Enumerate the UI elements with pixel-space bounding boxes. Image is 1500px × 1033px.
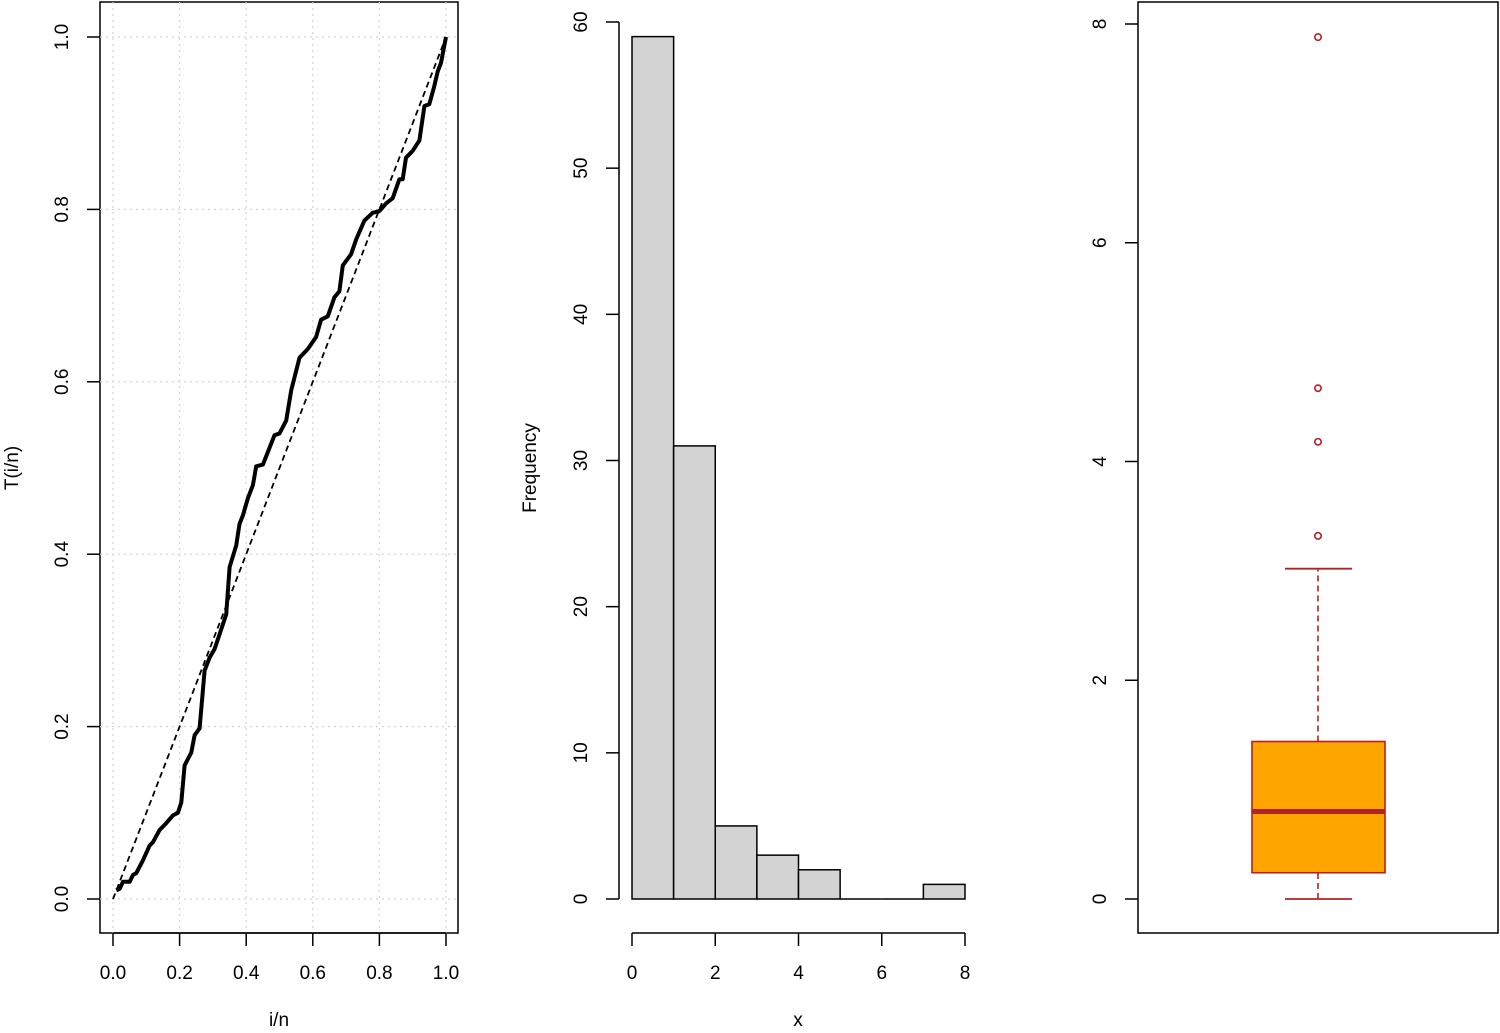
lorenz-y-axis-label: T(i/n) — [2, 446, 23, 490]
histogram-x-axis-label: x — [793, 1010, 803, 1031]
histogram-bar — [756, 854, 800, 900]
histogram-bar — [714, 825, 758, 900]
histogram-y-tick-label: 10 — [571, 742, 592, 763]
histogram-x-tick-label: 8 — [960, 963, 971, 984]
histogram-y-axis: 0 10 20 30 40 50 60 — [571, 11, 620, 905]
lorenz-equality-line — [112, 36, 447, 900]
histogram-x-tick-label: 0 — [627, 963, 638, 984]
lorenz-x-tick-label: 0.6 — [300, 963, 326, 984]
lorenz-x-tick-label: 0.0 — [100, 963, 126, 984]
lorenz-x-tick-label: 0.2 — [166, 963, 192, 984]
histogram-bar — [922, 883, 966, 900]
histogram-y-tick-label: 0 — [571, 894, 592, 905]
lorenz-series — [112, 36, 448, 900]
histogram-bar — [631, 35, 675, 900]
histogram-y-axis-label: Frequency — [520, 423, 541, 513]
lorenz-y-tick-label: 0.2 — [52, 713, 73, 739]
histogram-x-axis: 0 2 4 6 8 — [627, 932, 971, 984]
lorenz-y-tick-label: 0.4 — [52, 541, 73, 568]
lorenz-y-tick-label: 0.8 — [52, 196, 73, 222]
histogram-x-tick-label: 4 — [793, 963, 804, 984]
boxplot-outlier-point — [1314, 384, 1323, 393]
histogram-panel: 0 2 4 6 8 0 10 20 30 40 50 60 x Frequency — [520, 11, 970, 1031]
histogram-bar — [672, 445, 716, 900]
boxplot-y-axis: 0 2 4 6 8 — [1090, 19, 1138, 905]
lorenz-x-axis: 0.0 0.2 0.4 0.6 0.8 1.0 — [100, 932, 459, 984]
histogram-y-tick-label: 40 — [571, 304, 592, 325]
boxplot-panel: 0 2 4 6 8 — [1090, 1, 1499, 934]
histogram-y-tick-label: 60 — [571, 11, 592, 32]
histogram-bar — [797, 869, 841, 900]
lorenz-x-axis-label: i/n — [269, 1010, 289, 1031]
lorenz-panel: 0.0 0.2 0.4 0.6 0.8 1.0 0.0 0.2 0.4 0.6 0.8 1.0 i/… — [2, 1, 459, 1031]
lorenz-y-axis: 0.0 0.2 0.4 0.6 0.8 1.0 — [52, 24, 100, 912]
lorenz-y-tick-label: 1.0 — [52, 24, 73, 50]
boxplot-y-tick-label: 4 — [1090, 456, 1111, 467]
boxplot-outlier-point — [1314, 33, 1323, 42]
histogram-y-tick-label: 30 — [571, 450, 592, 471]
lorenz-grid — [100, 2, 458, 933]
boxplot-y-tick-label: 2 — [1090, 675, 1111, 686]
lorenz-curve — [115, 36, 448, 893]
lorenz-y-tick-label: 0.6 — [52, 369, 73, 395]
boxplot-box — [1251, 740, 1386, 874]
boxplot-y-tick-label: 6 — [1090, 237, 1111, 248]
histogram-x-tick-label: 6 — [876, 963, 887, 984]
boxplot — [1251, 33, 1386, 900]
histogram-bars — [631, 35, 966, 900]
histogram-x-tick-label: 2 — [710, 963, 721, 984]
lorenz-y-tick-label: 0.0 — [52, 886, 73, 912]
histogram-y-tick-label: 20 — [571, 596, 592, 617]
boxplot-y-tick-label: 8 — [1090, 19, 1111, 30]
lorenz-x-tick-label: 0.4 — [233, 963, 260, 984]
lorenz-x-tick-label: 1.0 — [433, 963, 459, 984]
histogram-y-tick-label: 50 — [571, 158, 592, 179]
boxplot-outlier-point — [1314, 531, 1323, 540]
boxplot-y-tick-label: 0 — [1090, 894, 1111, 905]
boxplot-outlier-point — [1314, 437, 1323, 446]
boxplot-plot-frame — [1137, 1, 1499, 934]
lorenz-x-tick-label: 0.8 — [366, 963, 392, 984]
